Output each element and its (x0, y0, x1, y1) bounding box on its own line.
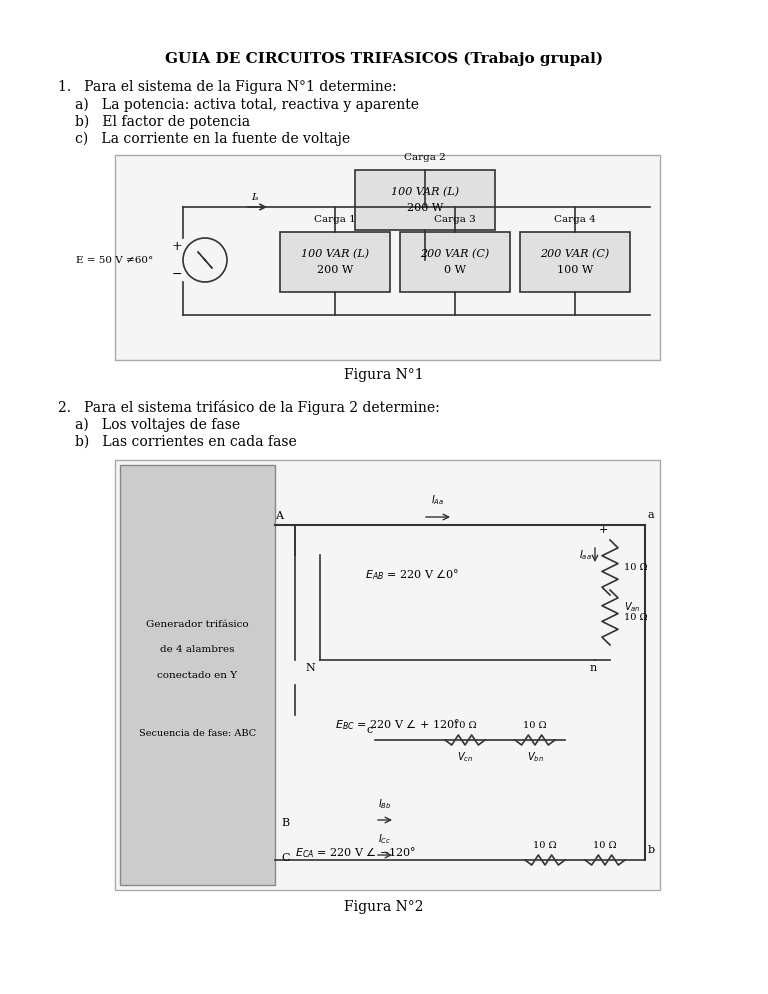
Text: 100 VAR (L): 100 VAR (L) (301, 248, 369, 259)
Text: 2.   Para el sistema trifásico de la Figura 2 determine:: 2. Para el sistema trifásico de la Figur… (58, 400, 440, 415)
FancyBboxPatch shape (115, 155, 660, 360)
Text: $I_{Cc}$: $I_{Cc}$ (379, 832, 392, 846)
Text: Secuencia de fase: ABC: Secuencia de fase: ABC (139, 730, 256, 739)
Text: c: c (367, 725, 373, 735)
FancyBboxPatch shape (115, 460, 660, 890)
Text: c)   La corriente en la fuente de voltaje: c) La corriente en la fuente de voltaje (75, 132, 350, 146)
Text: Carga 3: Carga 3 (434, 215, 476, 224)
Text: 0 W: 0 W (444, 265, 466, 275)
Text: a)   La potencia: activa total, reactiva y aparente: a) La potencia: activa total, reactiva y… (75, 98, 419, 112)
Text: $V_{an}$: $V_{an}$ (624, 600, 641, 614)
Text: b)   El factor de potencia: b) El factor de potencia (75, 115, 250, 129)
FancyBboxPatch shape (355, 170, 495, 230)
Text: $E_{AB}$ = 220 V $\angle$0°: $E_{AB}$ = 220 V $\angle$0° (365, 568, 459, 582)
Text: de 4 alambres: de 4 alambres (161, 645, 235, 654)
Text: n: n (590, 663, 597, 673)
Text: Generador trifásico: Generador trifásico (146, 620, 249, 629)
Text: B: B (282, 818, 290, 828)
FancyBboxPatch shape (120, 465, 275, 885)
Text: Figura N°1: Figura N°1 (344, 368, 424, 382)
Text: 1.   Para el sistema de la Figura N°1 determine:: 1. Para el sistema de la Figura N°1 dete… (58, 80, 396, 94)
Text: a: a (648, 510, 654, 520)
Text: 10 Ω: 10 Ω (624, 563, 647, 572)
Text: Carga 4: Carga 4 (554, 215, 596, 224)
Text: $I_{Bb}$: $I_{Bb}$ (378, 797, 392, 811)
FancyBboxPatch shape (520, 232, 630, 292)
Text: 100 W: 100 W (557, 265, 593, 275)
Text: b)   Las corrientes en cada fase: b) Las corrientes en cada fase (75, 435, 296, 449)
Text: 100 VAR (L): 100 VAR (L) (391, 187, 459, 197)
Text: −: − (172, 267, 182, 280)
Text: $I_{Aa}$: $I_{Aa}$ (432, 493, 445, 507)
Text: Iₛ: Iₛ (251, 193, 259, 202)
Text: 200 W: 200 W (407, 203, 443, 213)
Text: N: N (305, 663, 315, 673)
Text: $V_{bn}$: $V_{bn}$ (527, 750, 544, 763)
Text: 200 VAR (C): 200 VAR (C) (420, 248, 490, 259)
Text: A: A (275, 511, 283, 521)
Text: 10 Ω: 10 Ω (453, 721, 477, 730)
Text: conectado en Y: conectado en Y (157, 671, 237, 680)
Text: b: b (648, 845, 655, 855)
Text: +: + (172, 240, 182, 252)
FancyBboxPatch shape (280, 232, 390, 292)
Text: $V_{cn}$: $V_{cn}$ (457, 750, 473, 763)
Text: 10 Ω: 10 Ω (593, 841, 617, 850)
Text: +: + (598, 525, 608, 535)
Text: E = 50 V ≠60°: E = 50 V ≠60° (76, 255, 153, 264)
Text: 200 W: 200 W (317, 265, 353, 275)
Text: Carga 1: Carga 1 (314, 215, 356, 224)
Text: Figura N°2: Figura N°2 (344, 900, 424, 914)
Text: GUIA DE CIRCUITOS TRIFASICOS (Trabajo grupal): GUIA DE CIRCUITOS TRIFASICOS (Trabajo gr… (165, 52, 603, 67)
Text: 10 Ω: 10 Ω (533, 841, 557, 850)
FancyBboxPatch shape (400, 232, 510, 292)
Text: a)   Los voltajes de fase: a) Los voltajes de fase (75, 418, 240, 432)
Text: $I_{aa}$: $I_{aa}$ (579, 548, 592, 562)
Text: 10 Ω: 10 Ω (624, 613, 647, 622)
Text: C: C (282, 853, 290, 863)
Text: $E_{CA}$ = 220 V $\angle$ −120°: $E_{CA}$ = 220 V $\angle$ −120° (295, 845, 416, 860)
Text: Carga 2: Carga 2 (404, 153, 446, 162)
Text: $E_{BC}$ = 220 V $\angle$ + 120°: $E_{BC}$ = 220 V $\angle$ + 120° (335, 718, 460, 733)
Text: 200 VAR (C): 200 VAR (C) (541, 248, 610, 259)
Text: 10 Ω: 10 Ω (523, 721, 547, 730)
